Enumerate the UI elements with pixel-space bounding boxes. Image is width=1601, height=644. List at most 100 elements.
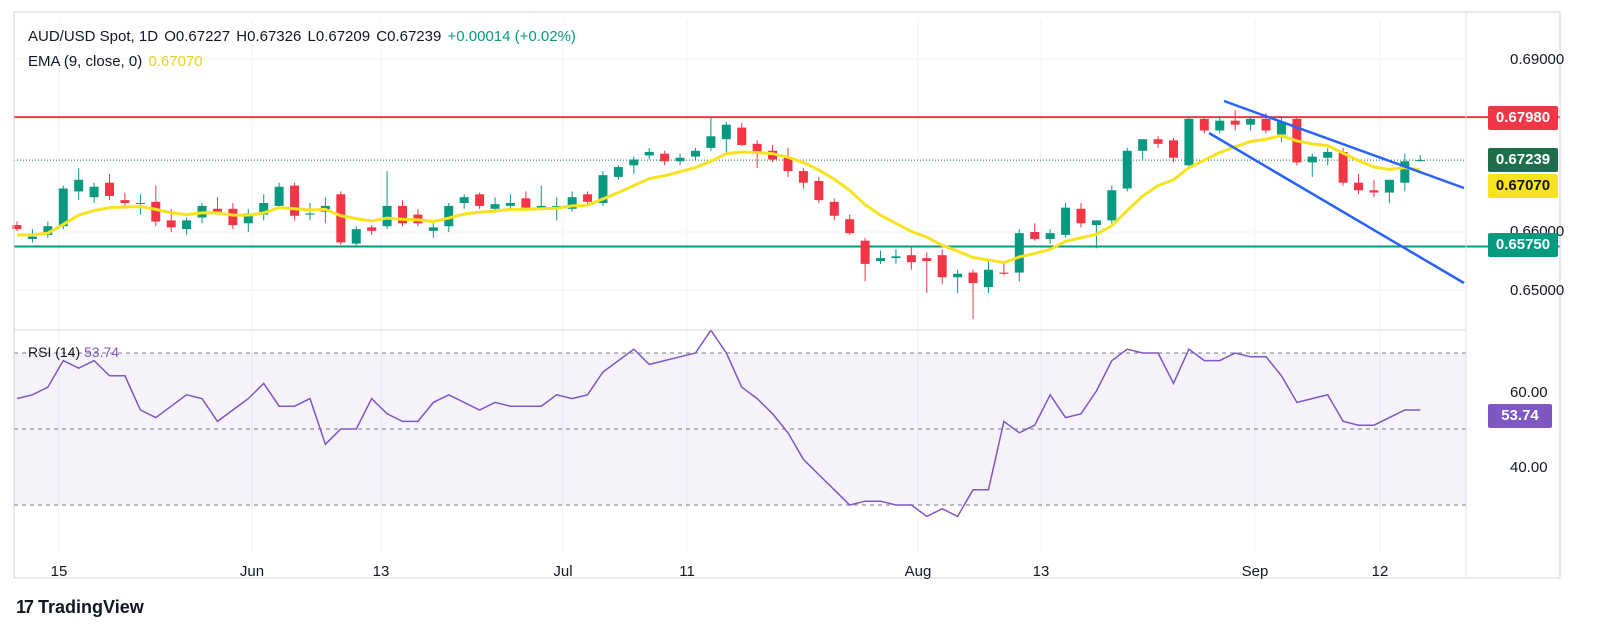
candle-body-87 <box>1354 182 1364 191</box>
candle-body-7 <box>120 200 130 203</box>
candle-body-43 <box>675 157 685 162</box>
candle-body-58 <box>906 255 916 263</box>
candle-body-81 <box>1261 118 1271 131</box>
candle-body-77 <box>1199 118 1209 131</box>
candle-body-68 <box>1061 207 1071 235</box>
rsi-tick-40: 40.00 <box>1510 459 1548 476</box>
candle-body-76 <box>1184 118 1194 166</box>
candle-body-72 <box>1122 150 1132 189</box>
channel-lower-line <box>1208 131 1465 285</box>
candle-body-52 <box>814 180 824 201</box>
open-value: O0.67227 <box>164 28 231 45</box>
candle-body-21 <box>336 194 346 243</box>
price-tick-0-65000: 0.65000 <box>1510 282 1565 299</box>
candle-body-64 <box>999 272 1009 274</box>
candle-body-69 <box>1076 208 1086 224</box>
candle-body-90 <box>1400 161 1410 183</box>
candle-body-66 <box>1030 232 1040 239</box>
candle-body-65 <box>1014 233 1024 273</box>
candle-body-0 <box>12 225 22 230</box>
candle-body-59 <box>922 258 932 261</box>
x-label-11-jul: 11 <box>679 563 695 580</box>
change-value: +0.00014 (+0.02%) <box>447 28 576 45</box>
ema-polyline <box>17 134 1421 265</box>
candle-body-44 <box>690 150 700 157</box>
ema-badge: 0.67070 <box>1488 174 1558 198</box>
candle-body-37 <box>583 194 593 202</box>
x-label-12-sep: 12 <box>1371 563 1389 580</box>
candle-body-32 <box>505 203 515 206</box>
x-label-aug: Aug <box>904 563 932 580</box>
x-label-13-jun: 13 <box>372 563 390 580</box>
candle-body-28 <box>444 205 454 227</box>
candle-body-80 <box>1246 118 1256 125</box>
candle-body-5 <box>89 186 99 198</box>
candle-body-3 <box>58 188 68 227</box>
candle-body-67 <box>1045 233 1055 239</box>
channel-lines <box>1208 99 1465 285</box>
candle-body-91 <box>1415 160 1425 162</box>
ema-line <box>17 134 1421 265</box>
candle-body-71 <box>1107 190 1117 221</box>
candle-body-46 <box>721 124 731 140</box>
candle-body-54 <box>845 219 855 234</box>
rsi-label[interactable]: RSI (14) <box>28 344 81 360</box>
candle-body-18 <box>290 185 300 216</box>
candle-body-8 <box>135 203 145 204</box>
x-label-13-aug: 13 <box>1032 563 1050 580</box>
ohlc-header: AUD/USD Spot, 1D O0.67227 H0.67326 L0.67… <box>28 28 578 45</box>
candle-body-63 <box>983 269 993 288</box>
candle-body-16 <box>259 203 269 215</box>
candle-body-79 <box>1230 120 1240 125</box>
candle-body-60 <box>937 255 947 278</box>
candle-body-74 <box>1153 139 1163 144</box>
horizontal-levels <box>14 116 1560 248</box>
candle-body-85 <box>1323 151 1333 158</box>
candle-body-23 <box>367 227 377 231</box>
last-price-badge: 0.67239 <box>1488 148 1558 172</box>
candle-body-53 <box>829 201 839 216</box>
candle-body-51 <box>798 171 808 183</box>
candle-body-47 <box>737 127 747 145</box>
candle-body-38 <box>598 175 608 203</box>
candle-body-24 <box>382 205 392 227</box>
candle-body-70 <box>1091 220 1101 226</box>
grid <box>14 20 1466 552</box>
tradingview-logo-icon: 17 <box>16 597 34 617</box>
candle-body-75 <box>1169 140 1178 158</box>
candle-body-89 <box>1384 179 1394 193</box>
ema-value: 0.67070 <box>148 53 203 70</box>
tradingview-logo[interactable]: 17 TradingView <box>16 597 144 618</box>
x-label-jun: Jun <box>239 563 265 580</box>
x-label-jul: Jul <box>553 563 573 580</box>
candle-body-56 <box>876 258 886 261</box>
candle-body-33 <box>521 198 531 208</box>
candle-body-78 <box>1215 120 1225 131</box>
candle-body-30 <box>475 194 485 206</box>
candle-body-15 <box>243 213 253 224</box>
close-value: C0.67239 <box>376 28 442 45</box>
candle-body-6 <box>105 182 115 197</box>
symbol-label[interactable]: AUD/USD Spot, 1D <box>28 28 159 45</box>
rsi-header: RSI (14) 53.74 <box>28 344 119 360</box>
candle-body-50 <box>783 157 793 172</box>
price-tick-0-69000: 0.69000 <box>1510 51 1565 68</box>
candle-body-9 <box>151 201 161 222</box>
rsi-badge: 53.74 <box>1488 404 1552 428</box>
candle-body-19 <box>305 213 315 215</box>
candle-body-42 <box>660 153 670 162</box>
candle-body-45 <box>706 136 716 148</box>
tradingview-logo-text: TradingView <box>38 597 144 617</box>
candle-body-25 <box>398 205 407 224</box>
candle-body-31 <box>490 204 500 209</box>
support-badge: 0.65750 <box>1488 233 1558 257</box>
candle-body-22 <box>351 229 361 244</box>
candle-body-10 <box>166 220 176 228</box>
rsi-tick-60: 60.00 <box>1510 384 1548 401</box>
candle-body-73 <box>1138 139 1148 151</box>
ema-label[interactable]: EMA (9, close, 0) <box>28 53 143 70</box>
low-value: L0.67209 <box>307 28 371 45</box>
ema-header: EMA (9, close, 0) 0.67070 <box>28 53 205 70</box>
candle-body-88 <box>1369 190 1379 193</box>
